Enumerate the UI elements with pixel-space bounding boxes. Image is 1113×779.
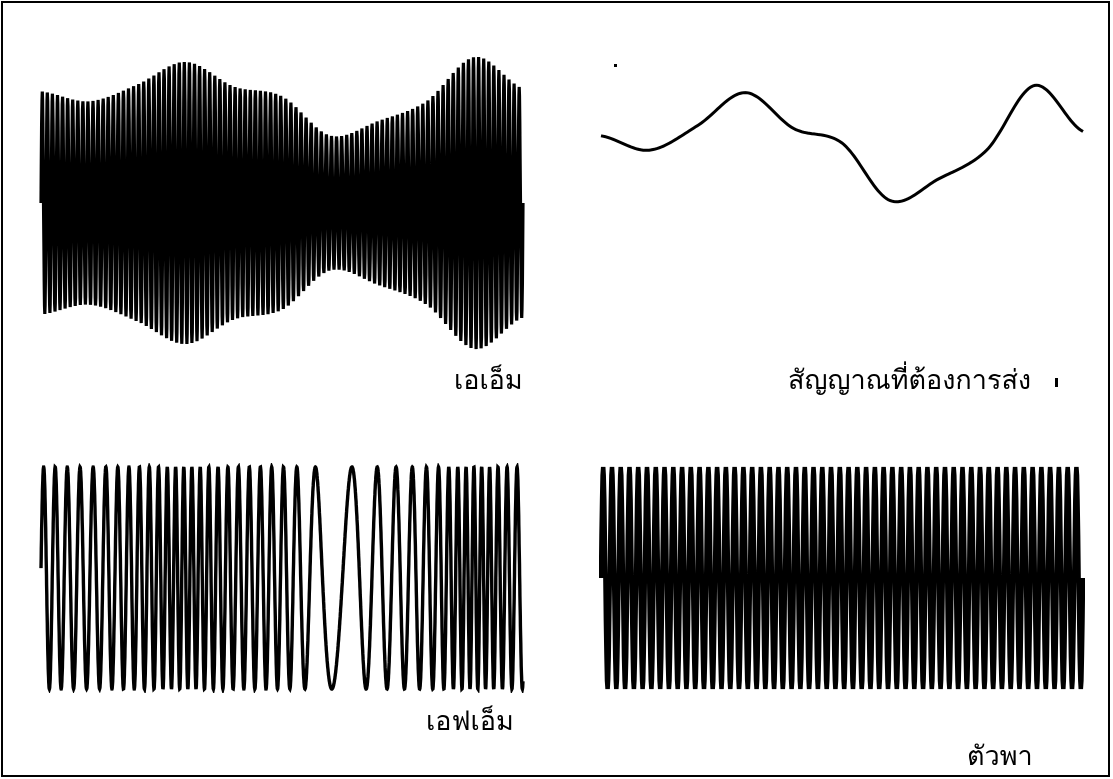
message-curve xyxy=(600,83,1084,204)
carrier-waveform xyxy=(599,466,1085,690)
am-waveform xyxy=(39,57,525,350)
message-label: สัญญาณที่ต้องการส่ง xyxy=(788,365,1032,396)
fm-label: เอฟเอ็ม xyxy=(426,706,514,737)
carrier-label: ตัวพา xyxy=(967,741,1033,772)
am-label: เอเอ็ม xyxy=(454,365,523,396)
am-signal xyxy=(39,57,525,350)
carrier-signal xyxy=(599,466,1085,690)
stray-dot xyxy=(614,64,617,67)
fm-waveform xyxy=(39,463,525,693)
message-waveform xyxy=(600,83,1084,204)
fm-signal xyxy=(39,463,525,693)
stray-mark xyxy=(1055,378,1058,387)
